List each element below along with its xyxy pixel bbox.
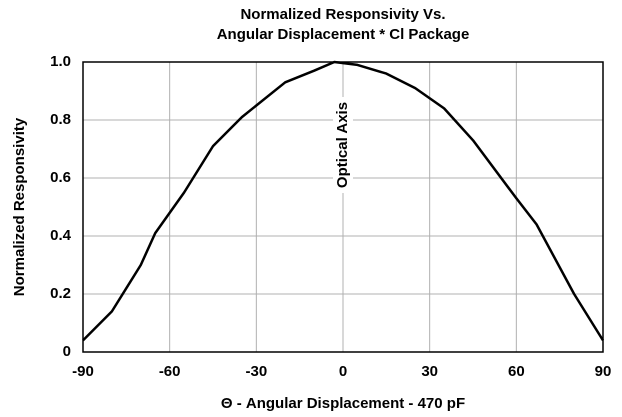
y-tick-label: 1.0 bbox=[50, 53, 71, 70]
chart-title: Angular Displacement * Cl Package bbox=[217, 26, 470, 43]
line-series bbox=[82, 60, 605, 342]
x-tick-label: -30 bbox=[245, 363, 267, 380]
y-axis-label: Normalized Responsivity bbox=[11, 117, 28, 296]
x-tick-label: 30 bbox=[421, 363, 438, 380]
y-tick-label: 0.6 bbox=[50, 169, 71, 186]
x-tick-label: 90 bbox=[595, 363, 612, 380]
x-tick-label: -90 bbox=[72, 363, 94, 380]
x-tick-label: 60 bbox=[508, 363, 525, 380]
y-tick-label: 0.2 bbox=[50, 285, 71, 302]
y-tick-label: 0 bbox=[63, 343, 71, 360]
annotation: Optical Axis bbox=[334, 102, 351, 188]
y-tick-label: 0.4 bbox=[50, 227, 72, 244]
y-tick-label: 0.8 bbox=[50, 111, 71, 128]
x-axis-label: Θ - Angular Displacement - 470 pF bbox=[221, 395, 465, 412]
x-tick-label: 0 bbox=[339, 363, 347, 380]
x-tick-label: -60 bbox=[159, 363, 181, 380]
chart-title: Normalized Responsivity Vs. bbox=[240, 6, 445, 23]
annotation-bg bbox=[333, 97, 353, 193]
